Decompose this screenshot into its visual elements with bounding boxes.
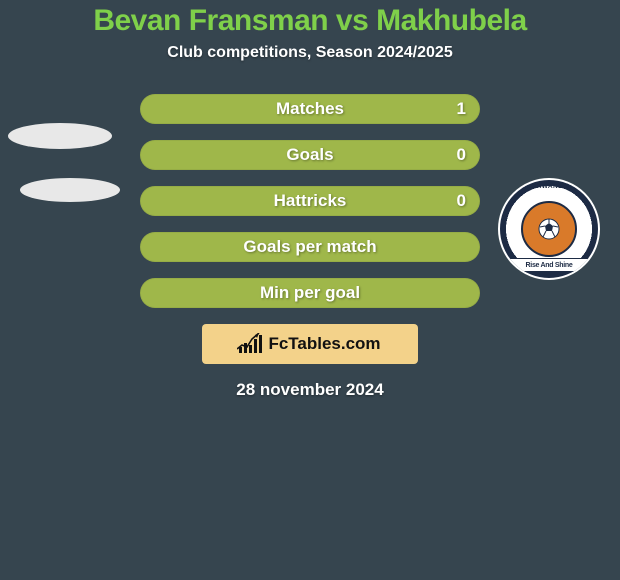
stat-bar-label: Hattricks <box>274 191 347 211</box>
subtitle: Club competitions, Season 2024/2025 <box>0 44 620 62</box>
left-placeholder-2 <box>20 178 120 202</box>
bar-chart-icon <box>239 335 262 353</box>
stat-bar-label: Matches <box>276 99 344 119</box>
stat-bar-row: Hattricks 0 <box>140 186 480 216</box>
stat-bar-label: Goals per match <box>243 237 376 257</box>
stat-bar-label: Min per goal <box>260 283 360 303</box>
site-badge: FcTables.com <box>202 324 418 364</box>
stat-bar-row: Matches 1 <box>140 94 480 124</box>
crest-inner <box>521 201 578 258</box>
date-text: 28 november 2024 <box>0 380 620 400</box>
stat-bar-value: 0 <box>457 145 466 165</box>
club-crest-right: POLOKWANE CITY Rise And Shine <box>498 178 600 280</box>
stat-bars: Matches 1 Goals 0 Hattricks 0 Goals per match M… <box>140 94 480 308</box>
crest-banner: Rise And Shine <box>507 258 591 272</box>
crest-top-text: POLOKWANE CITY <box>500 183 598 190</box>
stat-bar-value: 1 <box>457 99 466 119</box>
left-placeholder-1 <box>8 123 112 149</box>
stat-bar-value: 0 <box>457 191 466 211</box>
page-title: Bevan Fransman vs Makhubela <box>0 0 620 38</box>
stat-bar-row: Min per goal <box>140 278 480 308</box>
site-badge-text: FcTables.com <box>268 334 380 354</box>
content-area: POLOKWANE CITY Rise And Shine Matches 1 Go… <box>0 94 620 400</box>
stat-bar-label: Goals <box>286 145 333 165</box>
stat-bar-row: Goals per match <box>140 232 480 262</box>
soccer-ball-icon <box>536 216 562 242</box>
stat-bar-row: Goals 0 <box>140 140 480 170</box>
